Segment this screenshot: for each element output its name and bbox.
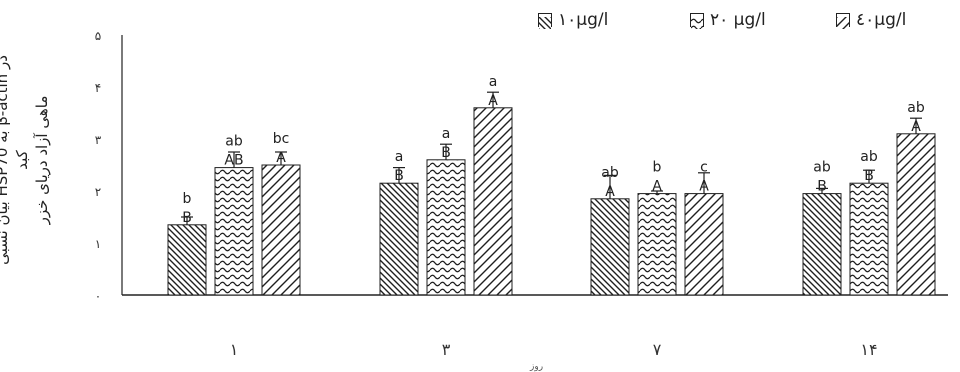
significance-upper: B: [182, 210, 192, 226]
legend-label-10: ۱۰µg/l: [558, 10, 609, 30]
bar: [261, 164, 301, 296]
bar: [590, 198, 630, 296]
significance-upper: B: [817, 179, 827, 195]
significance-lower: a: [395, 149, 404, 165]
y-axis-title-line2: ماهی آزاد دریای خزر: [33, 95, 51, 225]
bar: [896, 133, 936, 296]
y-tick-label: ۵: [95, 29, 101, 43]
x-tick-label: ۳: [442, 340, 451, 359]
bar: [167, 224, 207, 296]
y-tick-label: ۰: [95, 289, 101, 303]
legend-item-40: ٤۰µg/l: [836, 8, 906, 32]
bar: [426, 159, 466, 296]
x-tick-label: ۷: [653, 340, 662, 359]
legend-swatch-40: [836, 13, 850, 29]
y-tick-label: ۴: [95, 81, 101, 95]
significance-lower: b: [183, 191, 192, 207]
significance-lower: ab: [601, 165, 619, 181]
x-tick-label: ۱: [230, 340, 239, 359]
legend-item-20: ۲۰ µg/l: [690, 8, 766, 32]
x-axis: ۱ ۳ ۷ ۱۴: [122, 294, 948, 359]
y-axis-title-line1: بیان نسبی HSP70 به β-actin در کبد: [0, 55, 31, 265]
legend-swatch-20: [690, 13, 704, 29]
bar: [684, 193, 724, 296]
significance-lower: b: [653, 160, 662, 176]
significance-upper: A: [911, 119, 921, 135]
bar: [214, 167, 254, 296]
significance-upper: B: [441, 145, 451, 161]
significance-upper: B: [394, 168, 404, 184]
y-axis: ۰ ۱ ۲ ۳ ۴ ۵: [95, 29, 123, 303]
significance-lower: bc: [273, 131, 290, 147]
legend-label-40: ٤۰µg/l: [856, 10, 907, 30]
significance-lower: ab: [907, 100, 925, 116]
bar: [637, 193, 677, 296]
x-axis-title: روز: [530, 362, 544, 372]
y-tick-label: ۱: [95, 237, 101, 251]
legend-label-20: ۲۰ µg/l: [710, 10, 766, 30]
significance-lower: a: [442, 126, 451, 142]
y-tick-label: ۲: [95, 185, 101, 199]
bar: [379, 182, 419, 296]
legend-swatch-10: [538, 13, 552, 29]
legend-item-10: ۱۰µg/l: [538, 8, 608, 32]
significance-lower: ab: [813, 160, 831, 176]
significance-lower: c: [700, 160, 708, 176]
significance-upper: A: [652, 179, 662, 195]
significance-upper: A: [699, 179, 709, 195]
bar: [473, 107, 513, 296]
bar: [849, 182, 889, 296]
significance-upper: A: [605, 184, 615, 200]
significance-upper: A: [276, 150, 286, 166]
significance-upper: A: [488, 93, 498, 109]
significance-lower: ab: [225, 134, 243, 150]
x-tick-label: ۱۴: [860, 340, 877, 359]
significance-upper: B: [864, 168, 874, 184]
bar: [802, 193, 842, 296]
significance-lower: a: [489, 74, 498, 90]
y-axis-title: بیان نسبی HSP70 به β-actin در کبد ماهی آ…: [0, 45, 52, 275]
significance-lower: ab: [860, 149, 878, 165]
bars-layer: [167, 91, 936, 296]
significance-upper: AB: [224, 153, 243, 169]
y-tick-label: ۳: [95, 133, 102, 147]
